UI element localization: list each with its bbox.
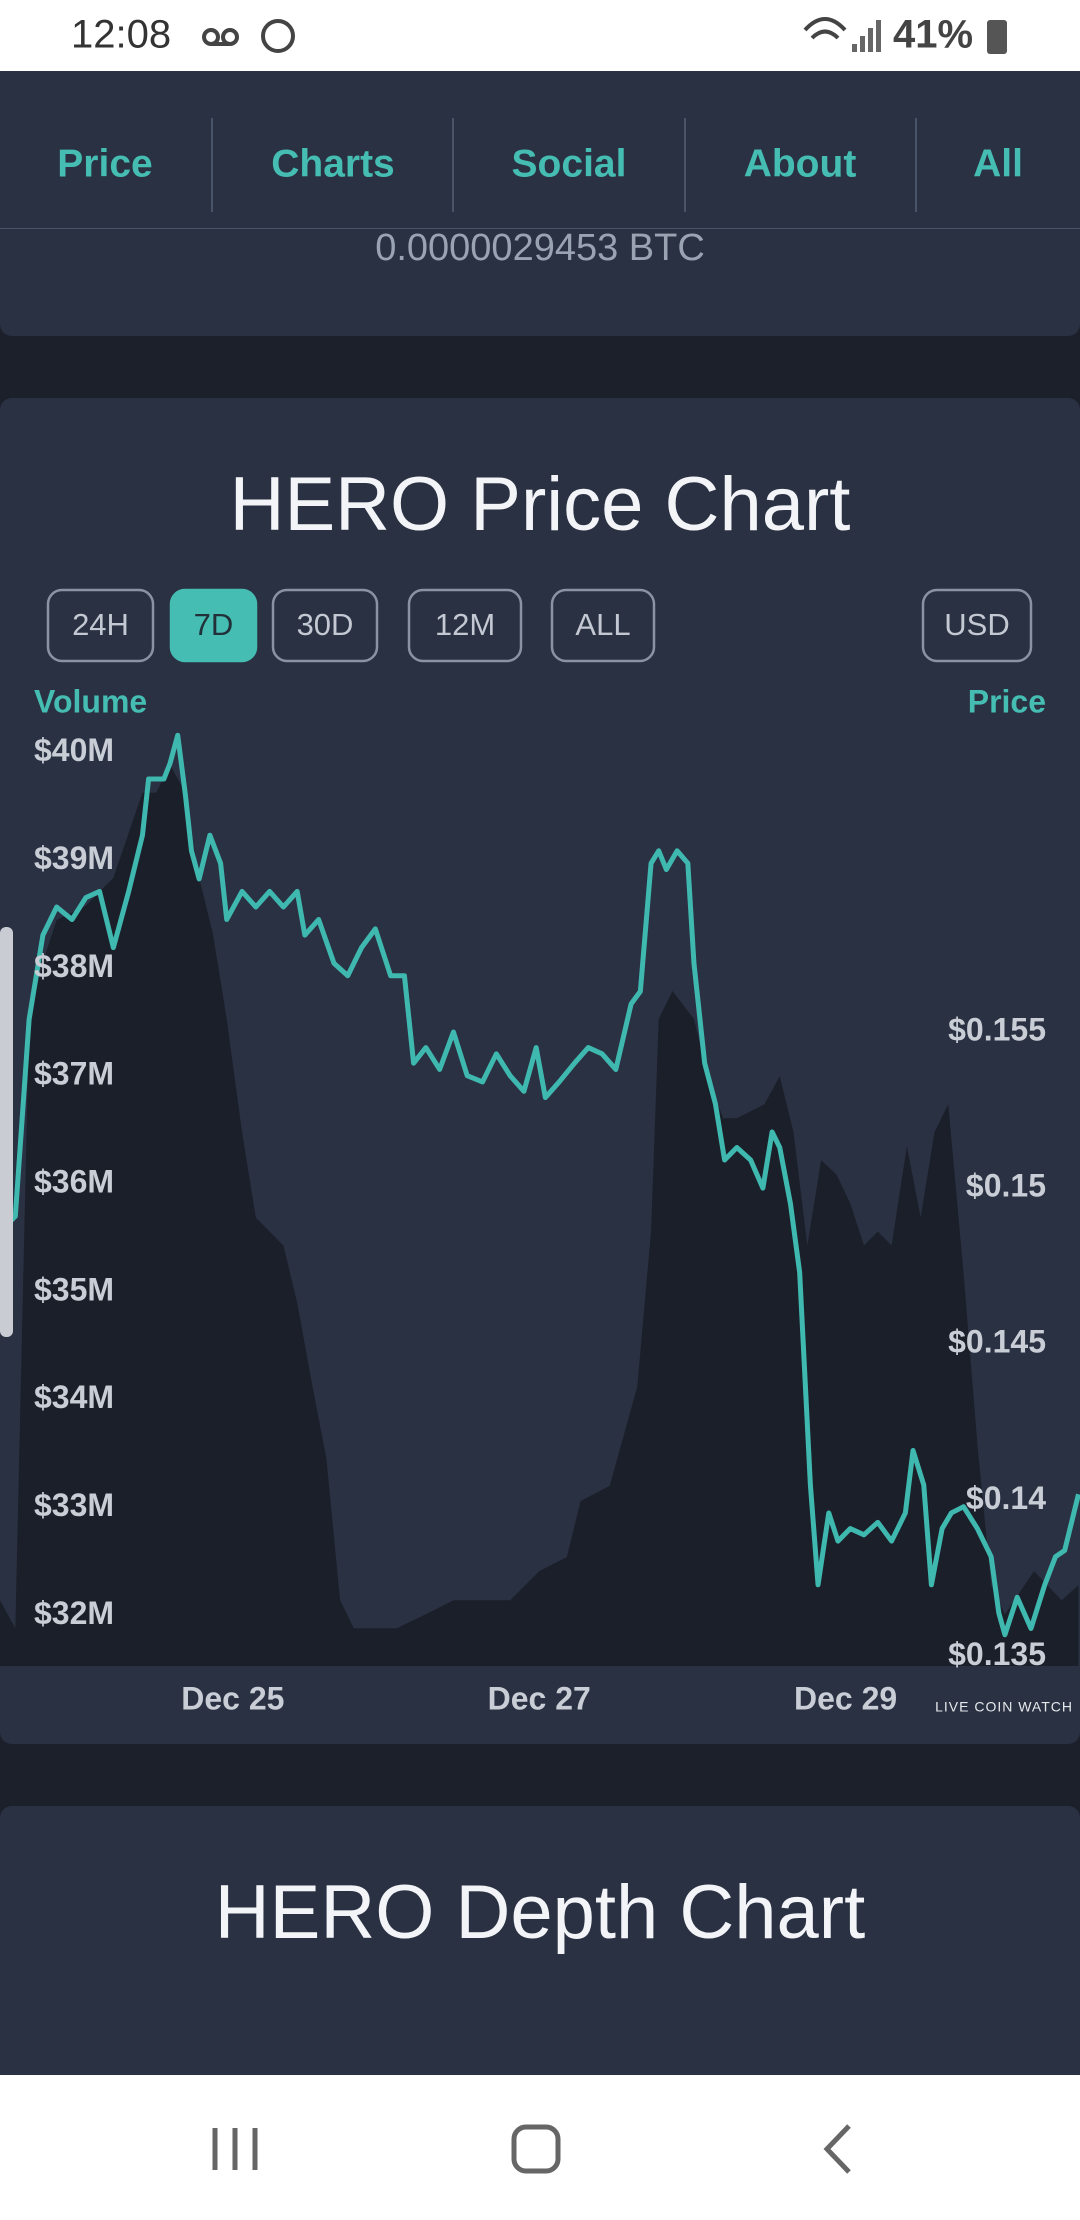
price-card-top xyxy=(0,71,1080,101)
battery-percent: 41% xyxy=(893,13,973,57)
button-label[interactable]: 12M xyxy=(435,607,495,642)
tab-bar: Price Charts Social About All xyxy=(0,118,1080,230)
axes: $40M $39M $38M $37M $36M $35M $34M $33M $32M $0.1… xyxy=(34,732,1046,1716)
btc-price: 0.0000029453 BTC xyxy=(375,227,705,269)
y-tick-label: $38M xyxy=(34,948,114,984)
x-tick-label: Dec 25 xyxy=(181,1680,284,1716)
button[interactable] xyxy=(921,588,1033,663)
depth-title: HERO Depth Chart xyxy=(215,1870,865,1955)
button-label[interactable]: 7D xyxy=(194,607,234,642)
system-nav xyxy=(0,2075,1080,2220)
volume-axis-label: Volume xyxy=(34,683,147,719)
y-tick-label: $32M xyxy=(34,1595,114,1631)
nav-shadow xyxy=(0,229,1080,233)
y-tick-label: $34M xyxy=(34,1379,114,1415)
y-tick-label: $37M xyxy=(34,1056,114,1092)
depth-card xyxy=(0,1806,1080,2106)
status-bar xyxy=(0,0,1080,71)
button[interactable] xyxy=(407,588,523,663)
button-label[interactable]: 30D xyxy=(297,607,354,642)
x-tick-label: Dec 27 xyxy=(488,1680,591,1716)
button-label[interactable]: 24H xyxy=(72,607,129,642)
nav-tab[interactable]: Charts xyxy=(271,142,395,185)
button[interactable] xyxy=(46,588,155,663)
y-tick-label: $39M xyxy=(34,840,114,876)
signal-icon xyxy=(852,20,881,52)
price-card xyxy=(0,71,1080,336)
button[interactable] xyxy=(550,588,656,663)
y-tick-label: $33M xyxy=(34,1487,114,1523)
system-nav-icons[interactable] xyxy=(212,2124,851,2174)
scroll-handle xyxy=(0,927,13,1337)
y2-tick-label: $0.14 xyxy=(966,1480,1046,1516)
y-tick-label: $40M xyxy=(34,732,114,768)
y-tick-label: $36M xyxy=(34,1163,114,1199)
chart-title: HERO Price Chart xyxy=(230,462,851,547)
y2-tick-label: $0.135 xyxy=(948,1636,1046,1672)
nav-tab[interactable]: About xyxy=(744,142,857,185)
button[interactable] xyxy=(169,588,258,663)
y2-tick-label: $0.145 xyxy=(948,1324,1046,1360)
plot xyxy=(0,732,1080,1666)
price-axis-label: Price xyxy=(968,683,1046,719)
battery-icon xyxy=(987,20,1007,54)
nav-tab[interactable]: All xyxy=(973,142,1023,185)
y2-tick-label: $0.15 xyxy=(966,1168,1046,1204)
y2-tick-label: $0.155 xyxy=(948,1011,1046,1047)
nav-tab[interactable]: Price xyxy=(57,142,152,185)
price-line xyxy=(0,732,1080,1638)
y-tick-label: $35M xyxy=(34,1271,114,1307)
watermark: LIVE COIN WATCH xyxy=(935,1699,1073,1715)
status-icons xyxy=(202,17,847,53)
button-label[interactable]: ALL xyxy=(575,607,630,642)
button[interactable] xyxy=(271,588,379,663)
nav-tab[interactable]: Social xyxy=(512,142,627,185)
button-label[interactable]: USD xyxy=(944,607,1009,642)
x-tick-label: Dec 29 xyxy=(794,1680,897,1716)
status-time: 12:08 xyxy=(71,13,171,57)
